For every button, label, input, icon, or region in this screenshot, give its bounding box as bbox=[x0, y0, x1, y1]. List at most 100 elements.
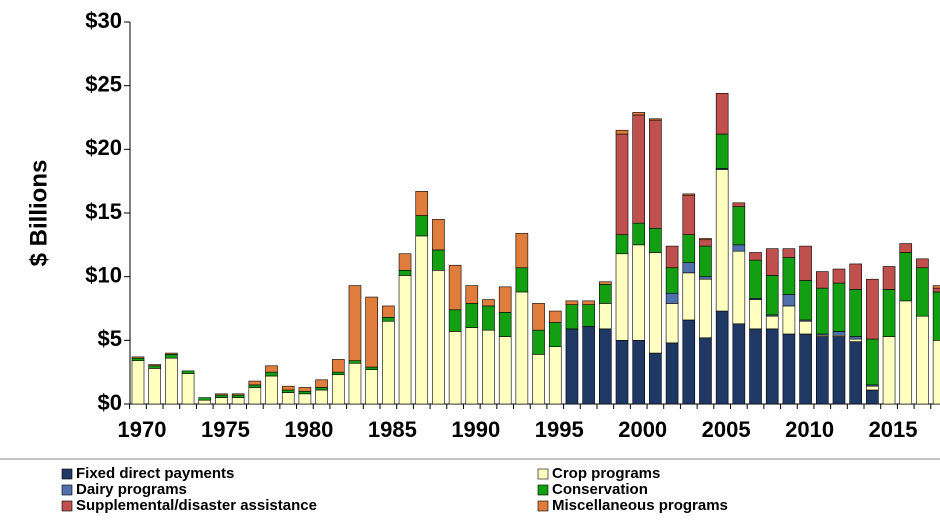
bar-segment bbox=[699, 245, 712, 277]
bar-segment bbox=[248, 384, 262, 388]
bar-segment bbox=[215, 397, 228, 405]
x-tick-label: 1980 bbox=[284, 417, 333, 442]
bar-segment bbox=[699, 239, 712, 247]
bar-segment bbox=[599, 281, 612, 285]
bar-segment bbox=[665, 342, 679, 405]
bar-segment bbox=[448, 309, 462, 332]
y-tick-label: $0 bbox=[98, 390, 122, 415]
bar-segment bbox=[298, 393, 312, 405]
bar-segment bbox=[348, 362, 362, 405]
bar-segment bbox=[532, 329, 545, 355]
bar-segment bbox=[382, 320, 395, 405]
bar-segment bbox=[498, 286, 512, 313]
bar-segment bbox=[849, 336, 862, 340]
bar-segment bbox=[682, 262, 696, 274]
bar-segment bbox=[315, 387, 328, 391]
bar-segment bbox=[832, 331, 846, 336]
x-tick-label: 1995 bbox=[535, 417, 584, 442]
bar-segment bbox=[815, 271, 829, 289]
bar-segment bbox=[799, 333, 812, 405]
bar-segment bbox=[932, 287, 940, 293]
bar-segment bbox=[682, 193, 696, 196]
bar-segment bbox=[265, 371, 278, 377]
bar-segment bbox=[632, 244, 646, 341]
bar-segment bbox=[215, 393, 228, 396]
bar-segment bbox=[382, 305, 395, 318]
bar-segment bbox=[782, 248, 796, 258]
bar-segment bbox=[665, 267, 679, 294]
bar-segment bbox=[281, 389, 295, 393]
bar-segment bbox=[265, 375, 278, 405]
bar-segment bbox=[548, 310, 562, 323]
bar-segment bbox=[165, 357, 178, 405]
bar-segment bbox=[749, 259, 762, 299]
bar-segment bbox=[131, 360, 145, 405]
bar-segment bbox=[849, 263, 862, 290]
bar-segment bbox=[298, 387, 312, 392]
legend-swatch bbox=[61, 500, 73, 512]
y-tick-label: $25 bbox=[85, 71, 122, 96]
bar-segment bbox=[799, 245, 812, 281]
y-tick-label: $10 bbox=[85, 262, 122, 287]
bar-segment bbox=[515, 233, 529, 269]
bar-segment bbox=[832, 282, 846, 332]
bar-segment bbox=[782, 333, 796, 405]
bar-segment bbox=[532, 354, 545, 405]
bar-segment bbox=[916, 315, 929, 405]
bar-segment bbox=[882, 336, 896, 405]
bar-segment bbox=[181, 370, 195, 374]
bar-segment bbox=[699, 278, 712, 339]
bar-segment bbox=[765, 248, 779, 276]
bar-segment bbox=[215, 394, 228, 398]
bar-segment bbox=[599, 303, 612, 330]
bar-segment bbox=[298, 390, 312, 395]
bar-segment bbox=[148, 368, 161, 405]
bar-segment bbox=[649, 352, 662, 405]
bar-segment bbox=[148, 365, 161, 369]
bar-segment bbox=[331, 374, 345, 405]
bar-segment bbox=[198, 397, 212, 401]
legend-swatch bbox=[537, 484, 549, 496]
bar-segment bbox=[365, 366, 378, 370]
bar-segment bbox=[532, 303, 545, 331]
bar-segment bbox=[231, 397, 245, 405]
bar-segment bbox=[281, 392, 295, 405]
legend-label: Crop programs bbox=[552, 465, 660, 482]
bar-segment bbox=[415, 235, 429, 405]
bar-segment bbox=[482, 299, 495, 307]
bar-segment bbox=[198, 399, 212, 405]
bar-segment bbox=[482, 305, 495, 331]
bar-segment bbox=[165, 352, 178, 355]
bar-segment bbox=[699, 238, 712, 241]
bar-segment bbox=[649, 118, 662, 121]
bar-segment bbox=[448, 264, 462, 311]
bar-segment bbox=[715, 169, 729, 312]
bar-segment bbox=[582, 300, 595, 305]
bar-segment bbox=[615, 129, 629, 135]
y-tick-label: $20 bbox=[85, 135, 122, 160]
bar-segment bbox=[248, 380, 262, 386]
bar-segment bbox=[866, 278, 879, 340]
bar-segment bbox=[849, 341, 862, 405]
bar-segment bbox=[548, 346, 562, 405]
bar-segment bbox=[248, 387, 262, 405]
legend-swatch bbox=[537, 500, 549, 512]
bar-segment bbox=[866, 385, 879, 391]
x-tick-label: 1990 bbox=[451, 417, 500, 442]
legend-label: Supplemental/disaster assistance bbox=[76, 497, 317, 514]
legend-label: Fixed direct payments bbox=[76, 465, 234, 482]
bar-segment bbox=[682, 234, 696, 263]
bar-segment bbox=[165, 354, 178, 359]
bar-segment bbox=[632, 114, 646, 224]
bar-segment bbox=[632, 222, 646, 246]
bar-segment bbox=[348, 360, 362, 364]
bar-segment bbox=[799, 320, 812, 335]
x-tick-label: 1975 bbox=[201, 417, 250, 442]
bar-segment bbox=[231, 394, 245, 398]
y-axis-label: $ Billions bbox=[25, 160, 52, 267]
bar-segment bbox=[432, 219, 445, 251]
bar-segment bbox=[599, 284, 612, 304]
legend-label: Miscellaneous programs bbox=[552, 497, 728, 514]
bar-segment bbox=[665, 303, 679, 344]
